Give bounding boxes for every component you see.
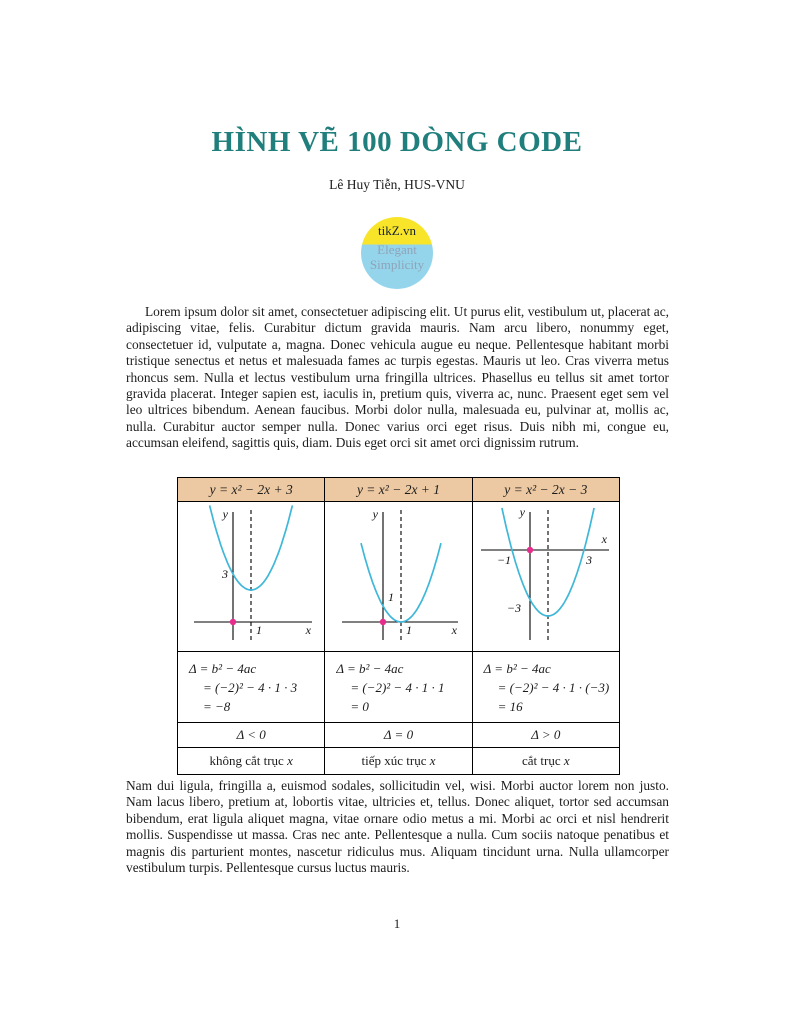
axis-tick-label: 3 bbox=[585, 553, 592, 567]
calc-line: Δ = b² − 4ac bbox=[189, 660, 257, 676]
conclusion-text: cắt trục bbox=[522, 753, 564, 768]
origin-point-marker bbox=[380, 618, 387, 626]
page-title: HÌNH VẼ 100 DÒNG CODE bbox=[211, 126, 583, 158]
logo-subtitle: Elegant Simplicity bbox=[361, 242, 433, 272]
origin-point-marker bbox=[229, 618, 237, 626]
calc-line: = (−2)² − 4 · 1 · 3 bbox=[203, 679, 298, 695]
conclusion-2: tiếp xúc trục x bbox=[324, 747, 473, 775]
tikzvn-logo: tikZ.vn Elegant Simplicity bbox=[361, 217, 433, 289]
parabola-curve bbox=[500, 507, 595, 617]
axis-tick-label: y bbox=[222, 507, 229, 521]
parabola-graph-delta-negative: y x 3 1 bbox=[179, 503, 323, 651]
calc-line: = 16 bbox=[497, 698, 523, 714]
axis-tick-label: 1 bbox=[388, 590, 394, 604]
calc-line: = −8 bbox=[203, 698, 231, 714]
delta-calc-1: Δ = b² − 4ac = (−2)² − 4 · 1 · 3 = −8 bbox=[176, 651, 326, 723]
delta-calc-2: Δ = b² − 4ac = (−2)² − 4 · 1 · 1 = 0 bbox=[324, 651, 473, 723]
calc-line: Δ = b² − 4ac bbox=[336, 660, 404, 676]
table-header-row: y = x² − 2x + 3 y = x² − 2x + 1 y = x² −… bbox=[176, 477, 621, 502]
axis-tick-label: x bbox=[451, 623, 458, 637]
axis-tick-label: 1 bbox=[256, 623, 262, 637]
conclusion-1: không cắt trục x bbox=[176, 747, 326, 775]
calc-line: = 0 bbox=[350, 698, 369, 714]
axis-tick-label: −3 bbox=[507, 601, 521, 615]
conclusion-3: cắt trục x bbox=[471, 747, 621, 775]
axis-tick-label: 1 bbox=[406, 623, 412, 637]
paragraph-lorem: Lorem ipsum dolor sit amet, consectetuer… bbox=[126, 304, 669, 451]
author-line: Lê Huy Tiễn, HUS-VNU bbox=[329, 177, 465, 192]
delta-sign-row: Δ < 0 Δ = 0 Δ > 0 bbox=[176, 722, 621, 748]
conclusion-text: không cắt trục bbox=[209, 753, 288, 768]
calc-line: Δ = b² − 4ac bbox=[483, 660, 551, 676]
delta-calc-3: Δ = b² − 4ac = (−2)² − 4 · 1 · (−3) = 16 bbox=[471, 651, 621, 723]
origin-point-marker bbox=[526, 546, 533, 554]
page-number: 1 bbox=[393, 916, 401, 931]
delta-sign-2: Δ = 0 bbox=[324, 722, 473, 748]
axis-tick-label: −1 bbox=[497, 553, 511, 567]
conclusion-text: tiếp xúc trục bbox=[361, 753, 430, 768]
conclusion-var: x bbox=[287, 753, 293, 768]
table-header-eq2: y = x² − 2x + 1 bbox=[324, 477, 473, 502]
parabola-graph-delta-positive: y x −1 3 −3 bbox=[473, 503, 617, 651]
axis-tick-label: y bbox=[518, 505, 525, 519]
parabola-curve bbox=[208, 505, 294, 591]
conclusion-var: x bbox=[563, 753, 570, 768]
delta-sign-1: Δ < 0 bbox=[176, 722, 326, 748]
axis-tick-label: x bbox=[305, 623, 312, 637]
conclusion-var: x bbox=[429, 753, 436, 768]
logo-subtitle-line2: Simplicity bbox=[369, 257, 425, 272]
paragraph-nam: Nam dui ligula, fringilla a, euismod sod… bbox=[126, 778, 669, 876]
quadratic-discriminant-table: y = x² − 2x + 3 y = x² − 2x + 1 y = x² −… bbox=[176, 477, 621, 775]
axis-tick-label: 3 bbox=[221, 567, 228, 581]
parabola-curve bbox=[360, 542, 443, 623]
logo-subtitle-line1: Elegant bbox=[377, 242, 417, 257]
conclusion-row: không cắt trục x tiếp xúc trục x cắt trụ… bbox=[176, 747, 621, 775]
axis-tick-label: x bbox=[600, 532, 607, 546]
delta-calc-row: Δ = b² − 4ac = (−2)² − 4 · 1 · 3 = −8 Δ … bbox=[176, 651, 621, 723]
parabola-graph-delta-zero: y x 1 1 bbox=[326, 503, 470, 651]
logo-title: tikZ.vn bbox=[378, 223, 416, 238]
table-header-eq1: y = x² − 2x + 3 bbox=[176, 477, 326, 502]
calc-line: = (−2)² − 4 · 1 · (−3) bbox=[497, 679, 610, 695]
table-header-eq3: y = x² − 2x − 3 bbox=[471, 477, 621, 502]
axis-tick-label: y bbox=[372, 507, 379, 521]
calc-line: = (−2)² − 4 · 1 · 1 bbox=[350, 679, 445, 695]
delta-sign-3: Δ > 0 bbox=[471, 722, 621, 748]
